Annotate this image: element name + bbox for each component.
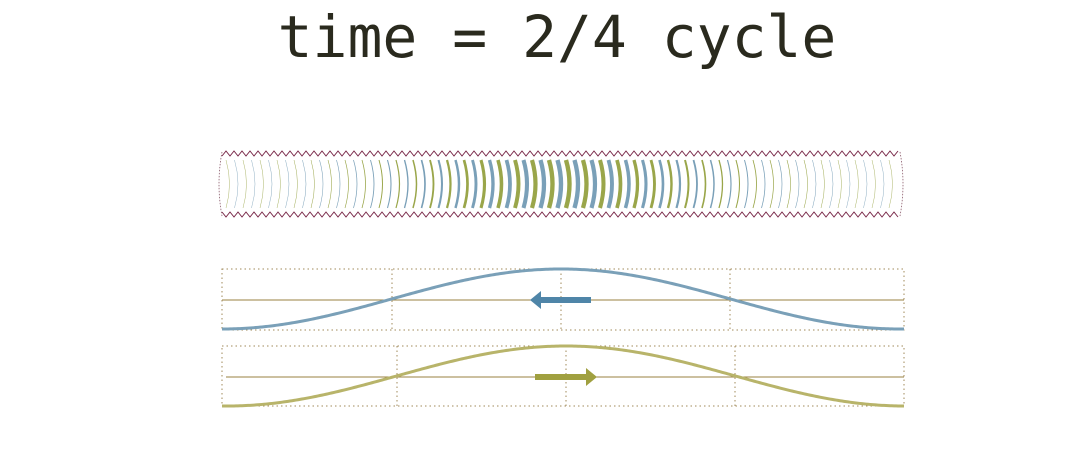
layer	[812, 159, 817, 209]
layer	[769, 159, 774, 209]
layer	[718, 159, 724, 209]
layer	[692, 159, 698, 209]
layer	[726, 159, 732, 209]
layer	[563, 159, 572, 209]
arrow-head	[586, 368, 597, 386]
layer	[744, 159, 749, 209]
layer	[752, 159, 757, 209]
layer	[701, 159, 707, 209]
layer	[386, 159, 392, 209]
tube-end	[218, 151, 223, 217]
layer	[795, 159, 800, 209]
layer	[546, 159, 555, 209]
layer	[437, 159, 444, 209]
layer	[353, 159, 358, 209]
layer	[302, 159, 307, 209]
layer	[268, 159, 273, 209]
layer	[276, 159, 281, 209]
layer	[863, 159, 868, 209]
layer	[820, 159, 825, 209]
layer	[871, 159, 876, 209]
wave	[221, 344, 905, 408]
title: time = 2/4 cycle	[278, 3, 837, 71]
layer	[735, 159, 741, 209]
layer	[641, 159, 648, 209]
layer	[504, 159, 512, 209]
layer	[513, 159, 521, 209]
layer	[888, 159, 893, 209]
layer	[521, 159, 530, 209]
panel-frame	[221, 345, 905, 407]
layer	[598, 159, 606, 209]
tube-wall	[221, 211, 899, 218]
layer	[837, 159, 842, 209]
layer	[471, 159, 478, 209]
layer	[344, 159, 349, 209]
layer	[412, 159, 418, 209]
layer	[429, 159, 435, 209]
layer	[496, 159, 504, 209]
layer	[529, 159, 538, 209]
layer	[778, 159, 783, 209]
layer	[803, 159, 808, 209]
layer	[327, 159, 332, 209]
layer	[378, 159, 383, 209]
wave	[221, 267, 905, 331]
layer	[403, 159, 409, 209]
layer	[623, 159, 631, 209]
layer	[293, 159, 298, 209]
layer	[580, 159, 589, 209]
layer	[370, 159, 375, 209]
layer	[487, 159, 495, 209]
layer	[709, 159, 715, 209]
layer	[445, 159, 452, 209]
layer	[675, 159, 682, 209]
layer	[234, 159, 239, 209]
layer	[336, 159, 341, 209]
layer	[462, 159, 469, 209]
layer	[658, 159, 665, 209]
layer	[666, 159, 673, 209]
tube-wall	[221, 150, 899, 157]
layer	[615, 159, 623, 209]
layer	[538, 159, 547, 209]
layer	[319, 159, 324, 209]
layer	[649, 159, 656, 209]
layer	[572, 159, 581, 209]
layer	[880, 159, 885, 209]
layer	[395, 159, 401, 209]
tube-end	[899, 151, 904, 217]
layer	[251, 159, 256, 209]
layer	[285, 159, 290, 209]
layer	[225, 159, 230, 209]
olive-wave-panel	[221, 344, 905, 408]
layer	[846, 159, 851, 209]
tube	[218, 150, 904, 218]
layer	[786, 159, 791, 209]
layer	[242, 159, 247, 209]
layer	[420, 159, 426, 209]
layer	[854, 159, 859, 209]
layer	[259, 159, 264, 209]
layer	[632, 159, 640, 209]
layer	[361, 159, 366, 209]
arrow-head	[530, 291, 541, 309]
layer	[684, 159, 690, 209]
blue-wave-panel	[221, 267, 905, 331]
layer	[829, 159, 834, 209]
layer	[555, 159, 564, 209]
layer	[589, 159, 598, 209]
layer	[479, 159, 487, 209]
layer	[454, 159, 461, 209]
layer	[606, 159, 614, 209]
layer	[310, 159, 315, 209]
layer	[761, 159, 766, 209]
